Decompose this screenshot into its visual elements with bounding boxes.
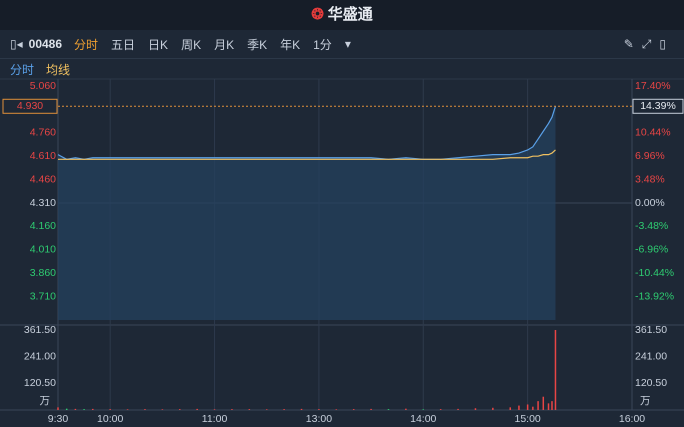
x-tick-label: 14:00 bbox=[410, 413, 436, 425]
x-tick-label: 9:30 bbox=[48, 413, 69, 425]
panel-toggle[interactable]: ▯◂ bbox=[10, 37, 23, 51]
x-tick-label: 16:00 bbox=[619, 413, 645, 425]
volume-bar bbox=[335, 409, 338, 410]
tab[interactable]: 周K bbox=[181, 37, 202, 52]
last-price-box bbox=[2, 98, 58, 114]
volume-tick-label: 361.50 bbox=[635, 324, 667, 336]
volume-tick-label: 241.00 bbox=[24, 350, 56, 362]
volume-bar bbox=[74, 408, 77, 410]
series-line bbox=[57, 106, 557, 160]
volume-bar bbox=[370, 408, 372, 410]
volume-bar bbox=[457, 408, 459, 410]
y2-tick-label: -6.96% bbox=[635, 244, 668, 256]
y2-tick-label: 17.40% bbox=[635, 80, 671, 92]
y-tick-label: 5.060 bbox=[30, 80, 56, 92]
volume-bar bbox=[542, 396, 545, 410]
volume-bar bbox=[509, 407, 511, 410]
toolbar: ▯◂ 00486 分时 五日 日K 周K 月K 季K 年K 1分 ▾ ✎⤢▯ bbox=[0, 30, 684, 59]
price-area bbox=[58, 106, 556, 320]
y-tick-label: 4.610 bbox=[30, 150, 56, 162]
volume-bar bbox=[109, 409, 111, 410]
volume-bar bbox=[352, 409, 355, 410]
y-tick-label: 4.460 bbox=[30, 173, 56, 185]
tab[interactable]: 日K bbox=[148, 37, 169, 52]
subtabs: 分时 均线 bbox=[0, 59, 684, 79]
volume-tick-label: 241.00 bbox=[635, 350, 667, 362]
tools[interactable]: ✎⤢▯ bbox=[623, 36, 674, 51]
volume-bar bbox=[213, 409, 216, 410]
volume-bar bbox=[439, 409, 442, 410]
legend-entry[interactable]: 分时 bbox=[10, 62, 35, 77]
volume-bar bbox=[92, 408, 94, 410]
volume-tick-label: 120.50 bbox=[635, 377, 667, 389]
volume-bar bbox=[518, 405, 520, 410]
volume-bar bbox=[492, 407, 494, 410]
x-tick-label: 13:00 bbox=[306, 413, 332, 425]
volume-bar bbox=[422, 409, 425, 410]
y2-tick-label: -10.44% bbox=[635, 267, 674, 279]
volume-bar bbox=[65, 408, 68, 410]
volume-bar bbox=[318, 409, 320, 410]
volume-bar bbox=[265, 409, 268, 410]
legend-entry[interactable]: 均线 bbox=[46, 62, 71, 77]
volume-bar bbox=[248, 409, 251, 410]
volume-bar bbox=[387, 409, 390, 410]
tab[interactable]: 1分 bbox=[313, 37, 332, 52]
tab[interactable]: 分时 bbox=[74, 37, 99, 52]
dropdown-arrow[interactable]: ▾ bbox=[344, 37, 351, 51]
y2-tick-label: 3.48% bbox=[635, 173, 665, 185]
series-line bbox=[58, 149, 556, 160]
volume-bar bbox=[532, 406, 534, 410]
volume-tick-label: 361.50 bbox=[24, 324, 56, 336]
y2-tick-label: 0.00% bbox=[635, 197, 665, 209]
volume-bar bbox=[526, 404, 529, 410]
volume-bar bbox=[231, 409, 233, 410]
volume-bar bbox=[83, 409, 85, 410]
volume-bar bbox=[300, 408, 303, 410]
y-tick-label: 4.160 bbox=[30, 220, 56, 232]
tab[interactable]: 年K bbox=[280, 37, 301, 52]
x-tick-label: 15:00 bbox=[514, 413, 540, 425]
x-tick-label: 10:00 bbox=[97, 413, 123, 425]
volume-bar bbox=[551, 401, 553, 410]
volume-bar bbox=[144, 409, 146, 410]
y2-tick-label: -3.48% bbox=[635, 220, 668, 232]
last-change-box bbox=[632, 98, 684, 114]
volume-bar bbox=[547, 403, 550, 410]
tab[interactable]: 月K bbox=[214, 37, 235, 52]
y-tick-label: 4.760 bbox=[30, 127, 56, 139]
volume-bar bbox=[196, 408, 198, 410]
y-tick-label: 3.710 bbox=[30, 290, 56, 302]
header: ❂ 华盛通 bbox=[0, 0, 684, 30]
logo: 华盛通 bbox=[327, 6, 373, 23]
volume-bar bbox=[161, 409, 164, 410]
stock-code: 00486 bbox=[28, 37, 63, 51]
y-tick-label: 4.310 bbox=[30, 197, 56, 209]
y2-tick-label: -13.92% bbox=[635, 290, 674, 302]
last-price-label: 4.930 bbox=[17, 100, 43, 112]
x-tick-label: 11:00 bbox=[202, 413, 228, 425]
volume-bar bbox=[474, 408, 477, 410]
volume-bar bbox=[179, 409, 181, 410]
last-change-label: 14.39% bbox=[640, 100, 676, 112]
volume-bar bbox=[57, 407, 59, 410]
volume-bar bbox=[283, 409, 285, 410]
y2-tick-label: 6.96% bbox=[635, 150, 665, 162]
volume-bar bbox=[554, 330, 557, 410]
y2-tick-label: 10.44% bbox=[635, 127, 671, 139]
y-tick-label: 4.010 bbox=[30, 244, 56, 256]
volume-unit: 万 bbox=[40, 395, 51, 407]
tab[interactable]: 季K bbox=[247, 37, 268, 52]
volume-bar bbox=[126, 409, 129, 410]
volume-tick-label: 120.50 bbox=[24, 377, 56, 389]
volume-bar bbox=[537, 401, 539, 410]
tab[interactable]: 五日 bbox=[111, 37, 136, 52]
volume-bar bbox=[405, 408, 407, 410]
volume-unit: 万 bbox=[640, 395, 651, 407]
y-tick-label: 3.860 bbox=[30, 267, 56, 279]
